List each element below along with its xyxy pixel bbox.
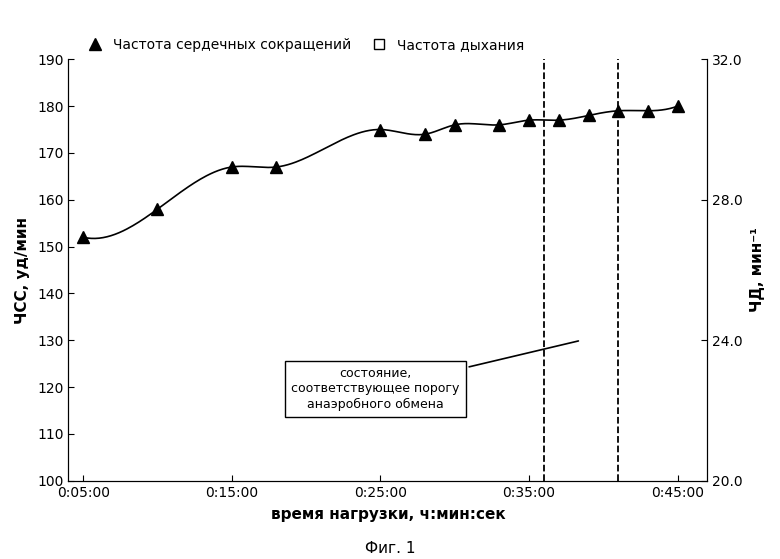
Legend: Частота сердечных сокращений, Частота дыхания: Частота сердечных сокращений, Частота ды… <box>75 32 530 58</box>
Text: состояние,
соответствующее порогу
анаэробного обмена: состояние, соответствующее порогу анаэро… <box>291 341 579 410</box>
Y-axis label: ЧСС, уд/мин: ЧСС, уд/мин <box>15 216 30 324</box>
Y-axis label: ЧД, мин⁻¹: ЧД, мин⁻¹ <box>750 228 765 312</box>
X-axis label: время нагрузки, ч:мин:сек: время нагрузки, ч:мин:сек <box>271 506 505 522</box>
Text: Фиг. 1: Фиг. 1 <box>365 542 415 556</box>
